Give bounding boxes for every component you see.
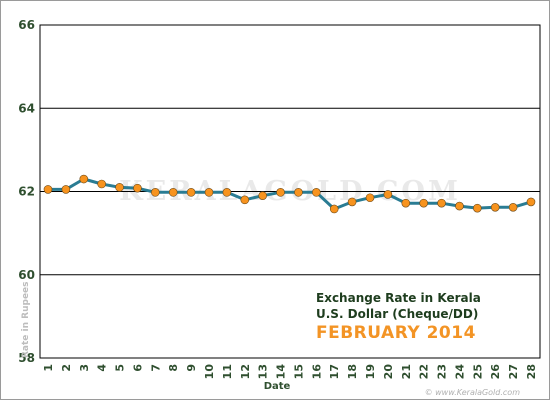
x-tick-labels: 1 2 3 4 5 6 7 8 9 10 11 12 13 14 15 16 17 18 19 20 21 22 23 24 2… bbox=[42, 364, 538, 380]
data-point bbox=[186, 188, 196, 197]
footer-credit: © www.KeralaGold.com bbox=[425, 388, 521, 397]
y-tick-label: 58 bbox=[18, 351, 35, 365]
data-point bbox=[473, 203, 482, 213]
x-tick-label: 23 bbox=[436, 364, 449, 379]
data-point bbox=[222, 188, 232, 197]
x-tick-label: 10 bbox=[203, 364, 216, 380]
data-point bbox=[97, 179, 106, 189]
data-point bbox=[401, 198, 411, 208]
data-point bbox=[329, 204, 339, 214]
data-point bbox=[347, 197, 357, 207]
data-point bbox=[79, 174, 89, 184]
y-tick-label: 60 bbox=[18, 268, 35, 282]
title-line-3: FEBRUARY 2014 bbox=[316, 323, 476, 343]
data-point bbox=[419, 198, 428, 208]
data-point bbox=[508, 203, 518, 212]
series-line bbox=[48, 177, 532, 211]
data-point bbox=[312, 188, 321, 197]
x-tick-label: 15 bbox=[292, 364, 305, 379]
x-tick-label: 4 bbox=[96, 364, 109, 372]
x-tick-label: 2 bbox=[60, 364, 73, 372]
x-tick-label: 11 bbox=[221, 364, 234, 379]
x-tick-label: 17 bbox=[328, 364, 341, 379]
x-tick-label: 6 bbox=[131, 364, 144, 372]
x-tick-label: 1 bbox=[42, 364, 55, 372]
data-point bbox=[294, 188, 303, 197]
data-point bbox=[276, 188, 285, 197]
x-tick-label: 24 bbox=[453, 364, 466, 380]
y-tick-label: 62 bbox=[18, 185, 35, 199]
data-point bbox=[365, 193, 375, 203]
title-line-1: Exchange Rate in Kerala bbox=[316, 291, 481, 305]
x-tick-label: 18 bbox=[346, 364, 359, 379]
data-point bbox=[133, 183, 142, 193]
data-points bbox=[43, 174, 536, 214]
x-tick-label: 14 bbox=[275, 364, 288, 380]
x-tick-label: 28 bbox=[525, 364, 538, 379]
x-tick-label: 5 bbox=[114, 364, 127, 372]
x-tick-label: 3 bbox=[78, 364, 91, 372]
data-point bbox=[151, 188, 160, 197]
x-tick-label: 27 bbox=[507, 364, 520, 379]
data-point bbox=[383, 190, 393, 199]
data-point bbox=[43, 185, 53, 194]
x-tick-label: 12 bbox=[239, 364, 252, 379]
x-tick-label: 26 bbox=[489, 364, 502, 380]
title-line-2: U.S. Dollar (Cheque/DD) bbox=[316, 307, 478, 321]
x-tick-label: 22 bbox=[418, 364, 431, 379]
data-point bbox=[490, 203, 500, 212]
plot-area bbox=[39, 24, 541, 359]
x-tick-label: 19 bbox=[364, 364, 377, 379]
data-point bbox=[455, 201, 464, 211]
x-tick-label: 25 bbox=[471, 364, 484, 379]
data-point bbox=[204, 188, 214, 197]
x-tick-label: 21 bbox=[400, 364, 413, 379]
x-tick-label: 8 bbox=[167, 364, 180, 372]
x-axis-label: Date bbox=[264, 381, 291, 392]
y-tick-label: 66 bbox=[18, 18, 35, 32]
y-axis-label: Rate in Rupees bbox=[21, 281, 31, 358]
data-point bbox=[61, 185, 71, 194]
x-tick-label: 13 bbox=[257, 364, 270, 379]
data-point bbox=[115, 183, 124, 192]
x-tick-label: 9 bbox=[185, 364, 198, 372]
data-point bbox=[258, 191, 267, 200]
y-tick-labels: 58 60 62 64 66 bbox=[18, 18, 35, 365]
x-tick-label: 16 bbox=[310, 364, 323, 380]
data-point bbox=[437, 198, 446, 208]
data-point bbox=[168, 188, 178, 197]
x-tick-label: 7 bbox=[149, 364, 162, 372]
data-point bbox=[240, 195, 250, 205]
y-tick-label: 64 bbox=[18, 101, 35, 115]
x-tick-label: 20 bbox=[382, 364, 395, 380]
data-point bbox=[526, 197, 536, 207]
